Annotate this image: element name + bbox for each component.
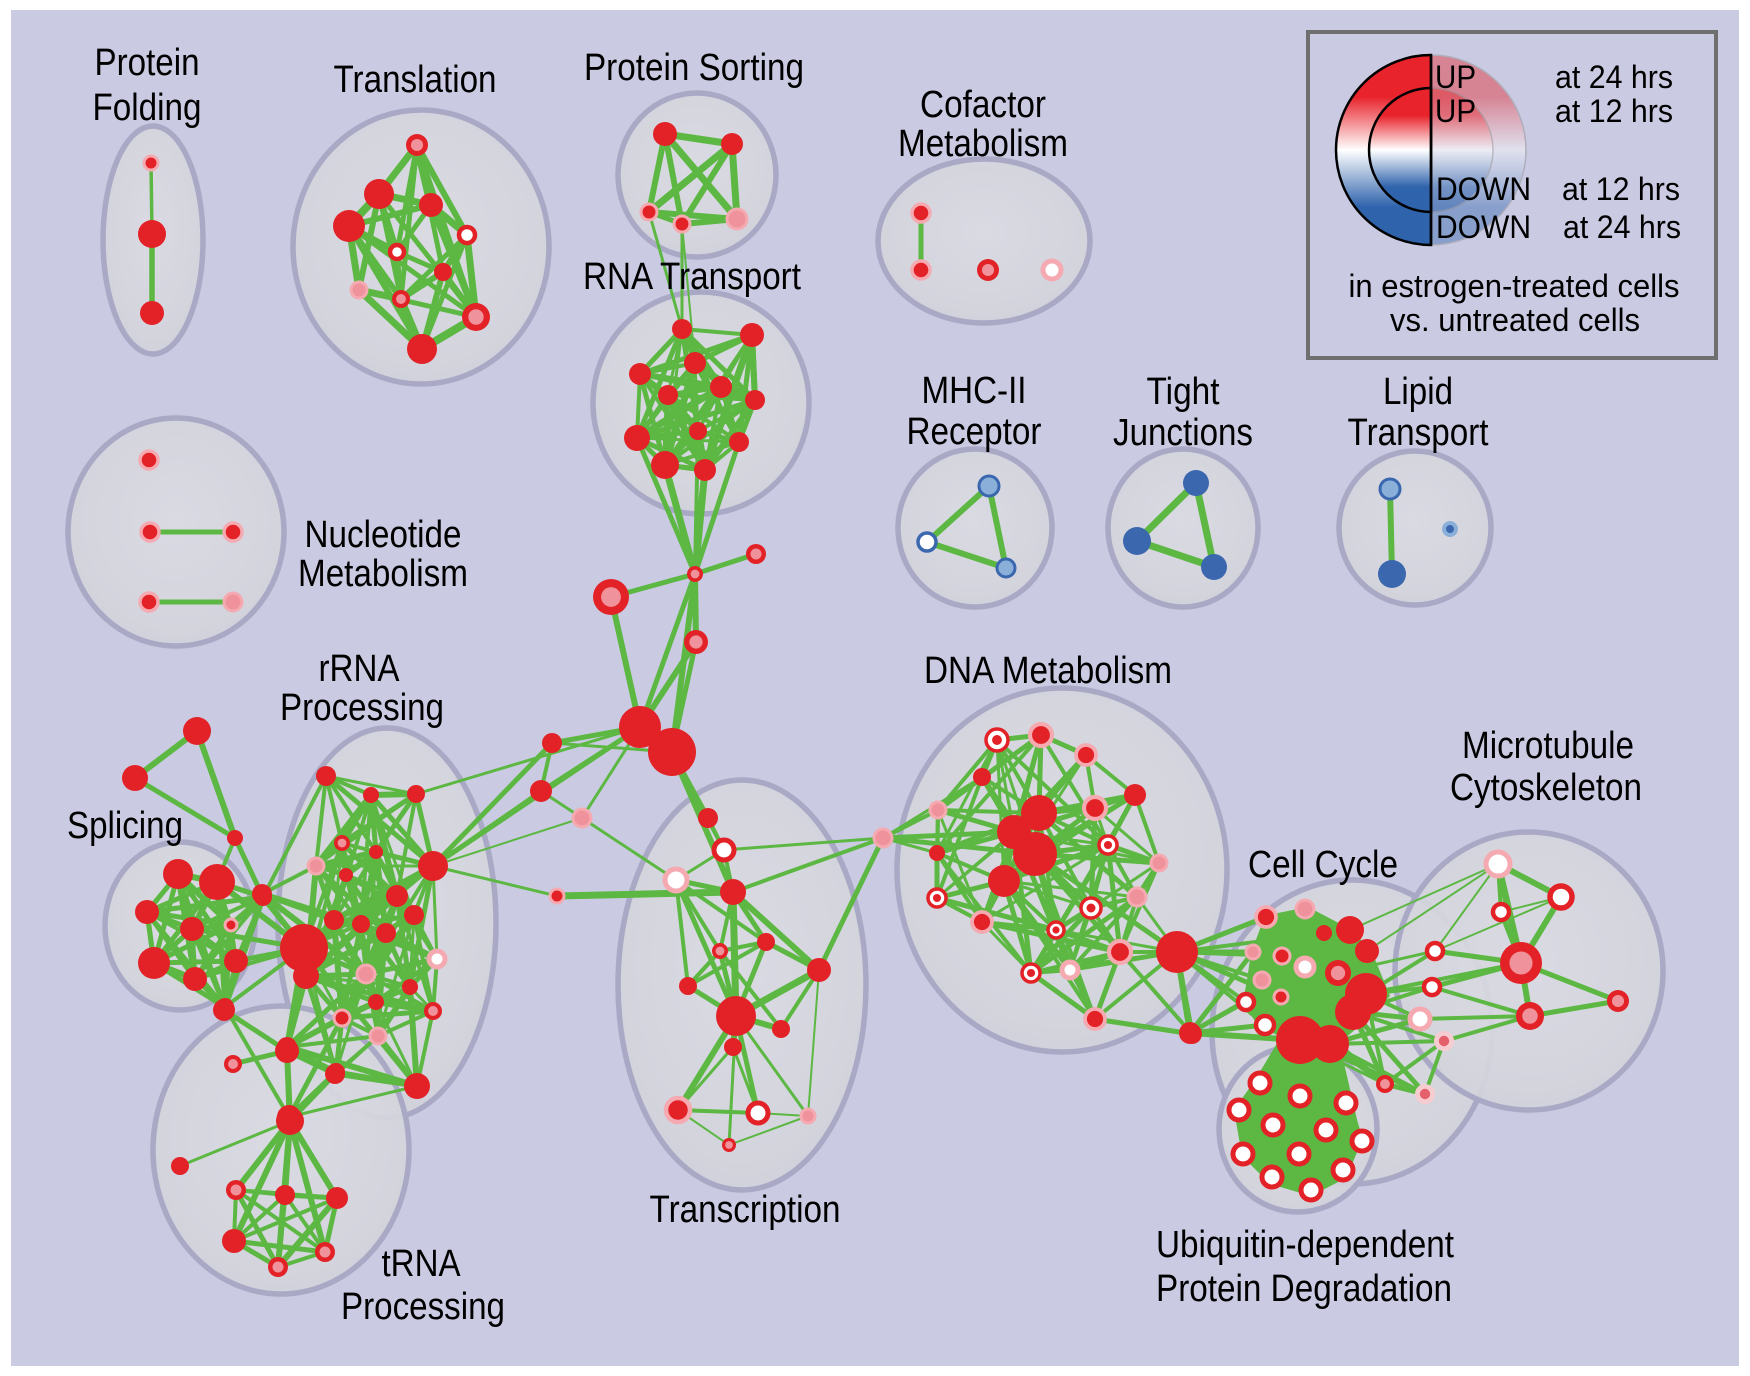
svg-text:RNA Transport: RNA Transport xyxy=(583,256,801,298)
svg-text:at 24 hrs: at 24 hrs xyxy=(1555,59,1673,95)
svg-text:Splicing: Splicing xyxy=(67,805,183,847)
svg-text:Nucleotide: Nucleotide xyxy=(305,514,462,556)
svg-text:DOWN: DOWN xyxy=(1436,171,1531,207)
svg-text:Lipid: Lipid xyxy=(1383,371,1453,413)
svg-text:MHC-II: MHC-II xyxy=(922,370,1027,412)
svg-text:at 12 hrs: at 12 hrs xyxy=(1562,171,1680,207)
svg-text:DOWN: DOWN xyxy=(1436,209,1531,245)
svg-text:Processing: Processing xyxy=(280,687,444,729)
svg-text:Tight: Tight xyxy=(1147,371,1220,413)
svg-text:in estrogen-treated cells: in estrogen-treated cells xyxy=(1349,268,1680,304)
svg-text:Metabolism: Metabolism xyxy=(298,553,468,595)
svg-text:Transport: Transport xyxy=(1348,412,1489,454)
svg-text:Protein: Protein xyxy=(95,42,200,84)
svg-text:Protein Sorting: Protein Sorting xyxy=(584,47,804,89)
svg-text:Junctions: Junctions xyxy=(1113,412,1253,454)
svg-text:UP: UP xyxy=(1435,59,1476,95)
svg-text:at 24 hrs: at 24 hrs xyxy=(1563,209,1681,245)
svg-text:Ubiquitin-dependent: Ubiquitin-dependent xyxy=(1156,1224,1454,1266)
svg-text:UP: UP xyxy=(1435,93,1476,129)
svg-text:Transcription: Transcription xyxy=(650,1189,841,1231)
svg-text:Microtubule: Microtubule xyxy=(1462,725,1634,767)
svg-text:Folding: Folding xyxy=(93,87,202,129)
svg-text:Receptor: Receptor xyxy=(907,411,1042,453)
svg-text:DNA Metabolism: DNA Metabolism xyxy=(924,650,1172,692)
svg-text:Protein Degradation: Protein Degradation xyxy=(1156,1268,1452,1310)
svg-text:Cofactor: Cofactor xyxy=(920,84,1046,126)
svg-text:Processing: Processing xyxy=(341,1286,505,1328)
svg-text:Translation: Translation xyxy=(334,59,497,101)
svg-text:vs. untreated cells: vs. untreated cells xyxy=(1390,302,1640,338)
svg-text:tRNA: tRNA xyxy=(382,1243,462,1285)
svg-text:rRNA: rRNA xyxy=(319,648,401,690)
svg-text:Cell Cycle: Cell Cycle xyxy=(1248,844,1398,886)
svg-text:Cytoskeleton: Cytoskeleton xyxy=(1450,767,1642,809)
svg-text:Metabolism: Metabolism xyxy=(898,123,1068,165)
svg-text:at 12 hrs: at 12 hrs xyxy=(1555,93,1673,129)
